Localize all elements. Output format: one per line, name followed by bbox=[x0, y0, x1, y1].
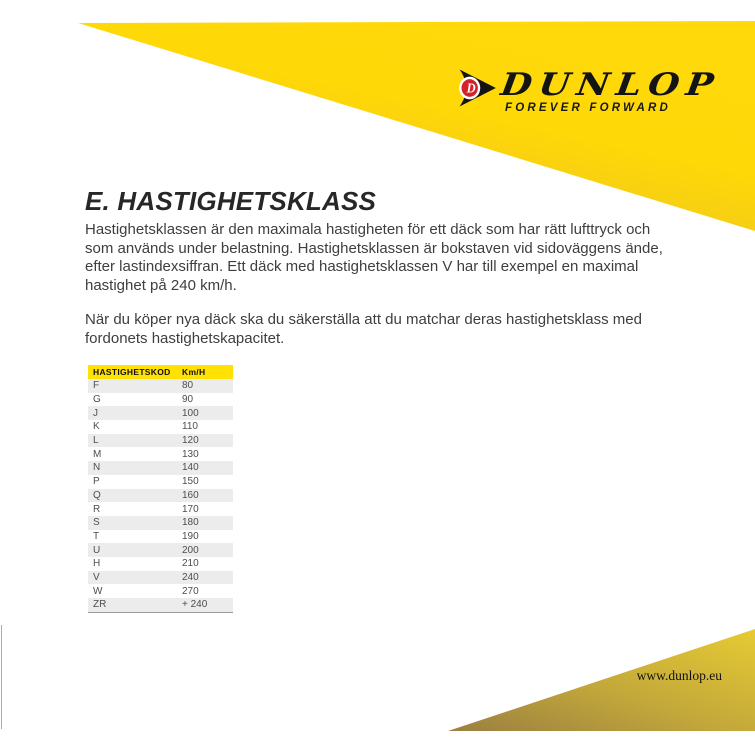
table-row: M 130 bbox=[88, 447, 233, 462]
paragraph-speed-class: Hastighetsklassen är den maximala hastig… bbox=[85, 221, 663, 296]
speed-table-header: HASTIGHETSKOD Km/H bbox=[88, 365, 233, 379]
website-link[interactable]: www.dunlop.eu bbox=[636, 668, 722, 683]
table-row: W 270 bbox=[88, 584, 233, 598]
table-row: F 80 bbox=[88, 379, 233, 393]
kmh-cell: 200 bbox=[182, 544, 199, 556]
table-row: Q 160 bbox=[88, 488, 233, 503]
text-line: efter lastindexsiffran. Ett däck med has… bbox=[85, 258, 639, 276]
kmh-cell: 270 bbox=[182, 585, 199, 597]
table-row: H 210 bbox=[88, 556, 233, 571]
speed-code-cell: U bbox=[93, 544, 101, 556]
page-edge-line bbox=[1, 625, 2, 729]
kmh-column-header: Km/H bbox=[182, 367, 206, 377]
flying-d-icon: D bbox=[459, 69, 496, 107]
brand-tagline: FOREVER FORWARD bbox=[505, 102, 671, 114]
speed-code-cell: S bbox=[93, 517, 100, 529]
table-row: G 90 bbox=[88, 392, 233, 407]
speed-code-cell: M bbox=[93, 448, 102, 460]
speed-table: HASTIGHETSKOD Km/H F 80 G 90 J 100 K 110 L 120 M 13… bbox=[88, 365, 233, 613]
kmh-cell: + 240 bbox=[182, 599, 208, 611]
speed-code-cell: N bbox=[93, 462, 101, 474]
kmh-cell: 110 bbox=[182, 421, 198, 433]
speed-code-cell: K bbox=[93, 421, 100, 433]
speed-code-cell: R bbox=[93, 503, 101, 515]
kmh-cell: 100 bbox=[182, 407, 199, 419]
emblem-letter: D bbox=[466, 80, 477, 96]
top-banner-shape bbox=[78, 21, 755, 231]
kmh-cell: 180 bbox=[182, 517, 199, 529]
kmh-cell: 90 bbox=[182, 394, 194, 406]
table-row: P 150 bbox=[88, 474, 233, 489]
speed-code-cell: J bbox=[93, 407, 98, 419]
speed-table-rows: F 80 G 90 J 100 K 110 L 120 M 130 N 140 P 150 Q 160 R 170 S 1… bbox=[88, 379, 233, 612]
footer-banner-shape bbox=[448, 629, 755, 731]
table-row: J 100 bbox=[88, 406, 233, 421]
table-row: R 170 bbox=[88, 502, 233, 516]
text-line: hastighet på 240 km/h. bbox=[85, 277, 237, 295]
text-line: fordonets hastighetskapacitet. bbox=[85, 329, 285, 347]
table-row: L 120 bbox=[88, 433, 233, 448]
speed-code-cell: V bbox=[93, 571, 100, 583]
kmh-cell: 240 bbox=[182, 571, 199, 583]
paragraph-buying-advice: När du köper nya däck ska du säkerställa… bbox=[85, 311, 642, 348]
kmh-cell: 80 bbox=[182, 380, 194, 392]
speed-code-cell: W bbox=[93, 585, 103, 597]
table-row: S 180 bbox=[88, 515, 233, 530]
speed-code-cell: H bbox=[93, 558, 101, 570]
speed-code-cell: T bbox=[93, 530, 100, 542]
speed-code-cell: L bbox=[93, 435, 99, 447]
speed-code-cell: F bbox=[93, 380, 100, 392]
kmh-cell: 140 bbox=[182, 462, 199, 474]
page-title: E. HASTIGHETSKLASS bbox=[85, 186, 377, 216]
table-row: ZR + 240 bbox=[88, 598, 233, 612]
table-row: T 190 bbox=[88, 529, 233, 544]
speed-code-cell: P bbox=[93, 476, 100, 488]
kmh-cell: 150 bbox=[182, 476, 199, 488]
table-row: K 110 bbox=[88, 420, 233, 434]
text-line: När du köper nya däck ska du säkerställa… bbox=[85, 311, 642, 328]
text-line: som används under belastning. Hastighets… bbox=[85, 239, 663, 257]
table-row: V 240 bbox=[88, 570, 233, 585]
table-row: U 200 bbox=[88, 543, 233, 557]
dunlop-wordmark: DUNLOP bbox=[498, 67, 723, 103]
kmh-cell: 170 bbox=[182, 503, 199, 515]
speed-code-cell: ZR bbox=[93, 599, 107, 611]
speed-code-cell: G bbox=[93, 394, 101, 406]
table-row: N 140 bbox=[88, 461, 233, 475]
kmh-cell: 190 bbox=[182, 530, 199, 542]
kmh-cell: 120 bbox=[182, 435, 199, 447]
kmh-cell: 210 bbox=[182, 558, 199, 570]
speed-code-column-header: HASTIGHETSKOD bbox=[93, 367, 171, 377]
speed-code-cell: Q bbox=[93, 489, 101, 501]
kmh-cell: 160 bbox=[182, 489, 199, 501]
kmh-cell: 130 bbox=[182, 448, 199, 460]
text-line: Hastighetsklassen är den maximala hastig… bbox=[85, 221, 651, 238]
